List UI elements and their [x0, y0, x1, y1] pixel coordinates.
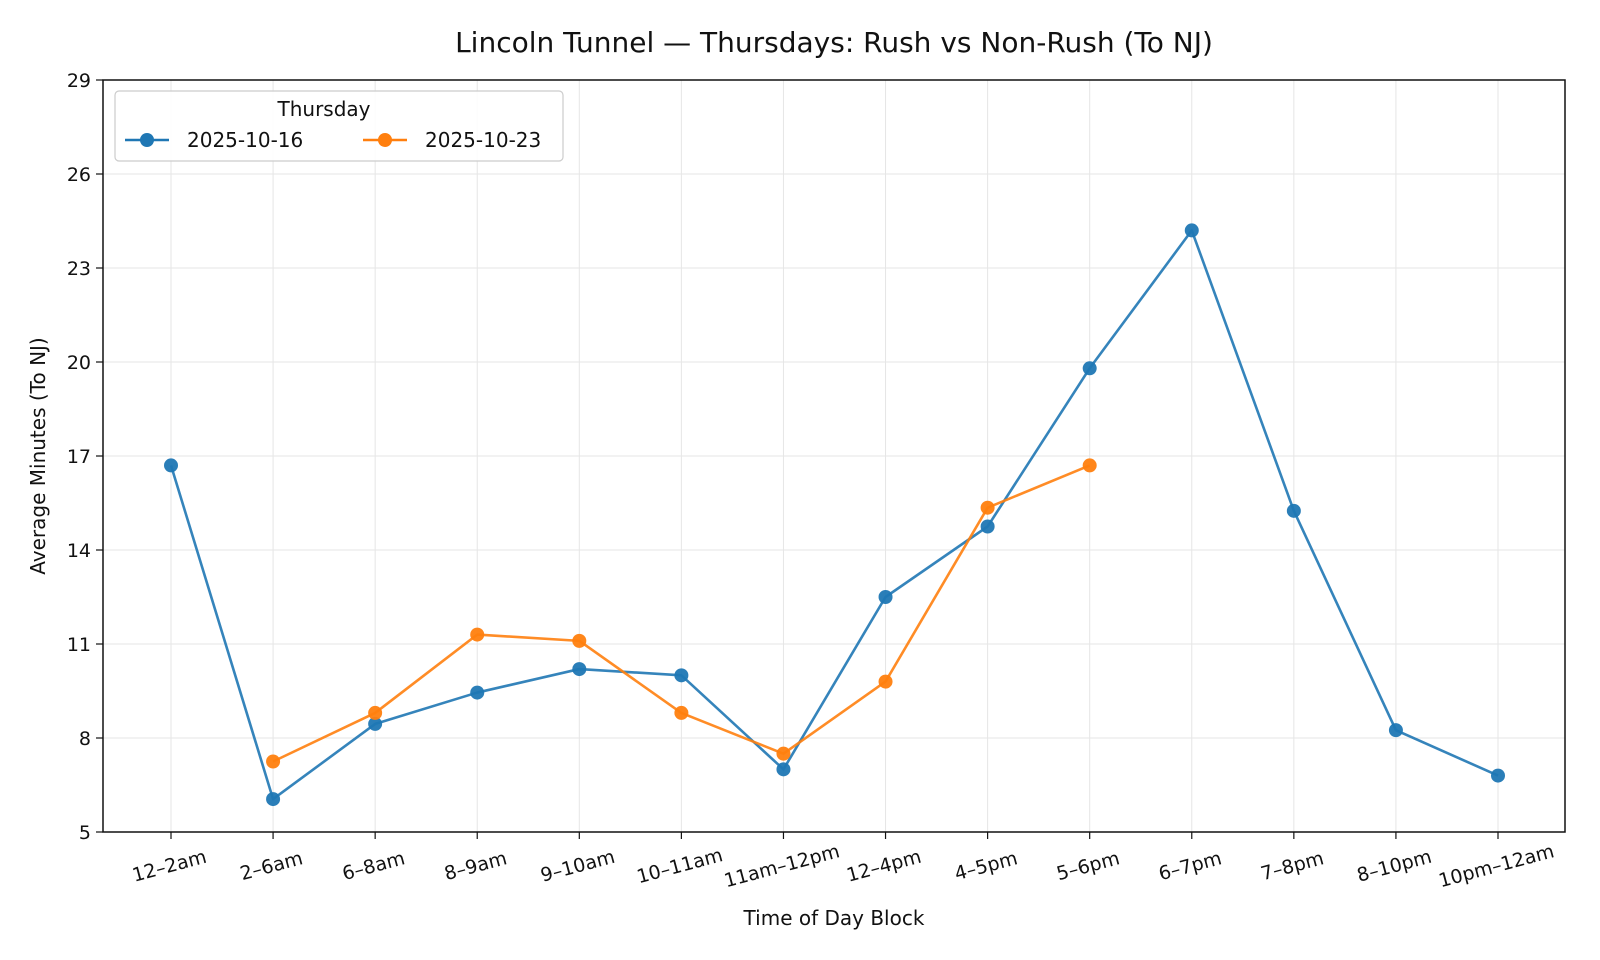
- x-tick-label: 12–2am: [130, 846, 209, 887]
- data-point: [776, 746, 791, 761]
- x-tick-label: 2–6am: [238, 847, 305, 885]
- x-axis-label: Time of Day Block: [743, 906, 925, 930]
- x-tick-label: 7–8pm: [1258, 847, 1326, 885]
- y-tick-label: 14: [67, 540, 91, 562]
- y-tick-label: 20: [67, 352, 91, 374]
- y-tick-label: 17: [67, 446, 91, 468]
- data-point: [1286, 503, 1301, 518]
- data-point: [1082, 361, 1097, 376]
- data-point: [572, 662, 587, 677]
- y-tick-label: 11: [67, 634, 91, 656]
- legend: Thursday 2025-10-16 2025-10-23: [114, 90, 564, 162]
- legend-label-series-2: 2025-10-23: [425, 128, 541, 152]
- data-point: [1491, 768, 1505, 783]
- series-2: [266, 458, 1097, 769]
- ticks-layer: 12–2am 2–6am 6–8am 8–9am 9–10am 10–11am11am–1…: [67, 70, 1557, 892]
- x-tick-label: 5–6pm: [1054, 847, 1122, 885]
- x-tick-label: 4–5pm: [952, 847, 1020, 885]
- y-axis-label: Average Minutes (To NJ): [26, 337, 50, 574]
- legend-marker-series-2: [378, 133, 392, 147]
- series-layer: [164, 223, 1505, 807]
- data-point: [1184, 223, 1199, 238]
- x-tick-label: 10–11am: [634, 844, 725, 888]
- series-line-1: [169, 229, 1499, 801]
- x-tick-label: 8–9am: [442, 847, 509, 885]
- x-tick-label: 10pm–12am: [1436, 840, 1556, 892]
- x-tick-label: 9–10am: [538, 846, 617, 887]
- data-point: [470, 627, 485, 642]
- data-point: [266, 754, 281, 769]
- y-tick-label: 5: [79, 822, 91, 844]
- data-point: [470, 685, 485, 700]
- data-point: [776, 762, 791, 777]
- y-tick-label: 8: [79, 728, 91, 750]
- data-point: [878, 590, 893, 604]
- y-tick-label: 26: [67, 164, 91, 186]
- legend-title: Thursday: [277, 97, 371, 121]
- data-point: [1388, 723, 1403, 738]
- data-point: [674, 668, 689, 683]
- data-point: [368, 705, 383, 720]
- x-tick-label: 11am–12pm: [722, 840, 842, 892]
- data-point: [980, 500, 995, 515]
- data-point: [572, 633, 587, 648]
- data-point: [980, 519, 995, 534]
- y-tick-label: 23: [67, 258, 91, 280]
- data-point: [878, 674, 893, 689]
- chart-title: Lincoln Tunnel — Thursdays: Rush vs Non-…: [455, 26, 1213, 59]
- y-tick-label: 29: [67, 70, 91, 92]
- x-tick-label: 12–4pm: [844, 846, 923, 887]
- data-point: [266, 792, 281, 807]
- data-point: [1082, 458, 1097, 473]
- x-tick-label: 6–8am: [340, 847, 407, 885]
- data-point: [674, 705, 689, 720]
- legend-box: [114, 90, 564, 162]
- legend-label-series-1: 2025-10-16: [187, 128, 303, 152]
- series-1: [164, 223, 1505, 807]
- legend-marker-series-1: [140, 133, 154, 147]
- data-point: [164, 458, 178, 473]
- x-tick-label: 8–10pm: [1355, 846, 1434, 887]
- x-tick-label: 6–7pm: [1156, 847, 1224, 885]
- data-point: [368, 716, 383, 731]
